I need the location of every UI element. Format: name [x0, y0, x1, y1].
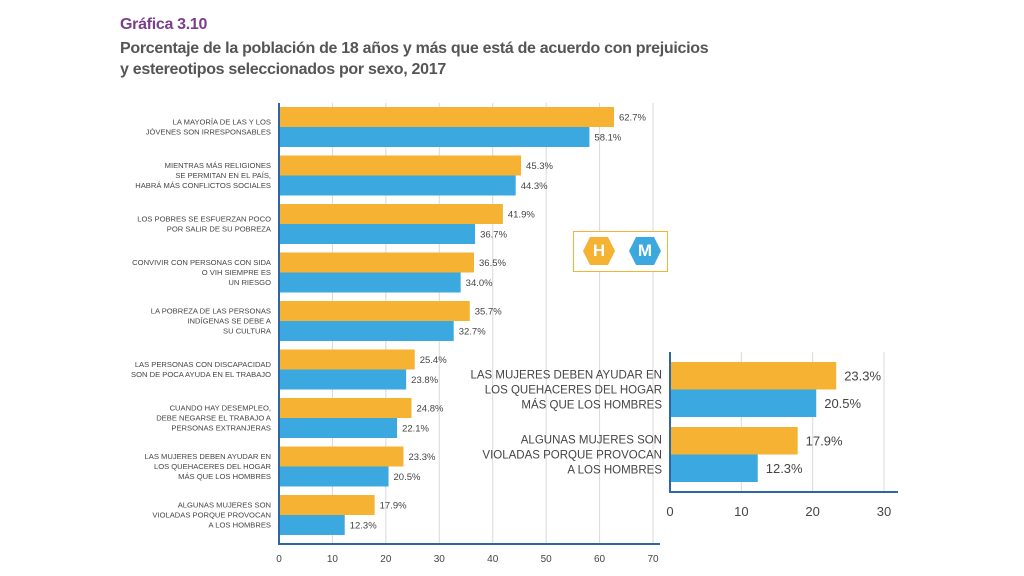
category-label: SON DE POCA AYUDA EN EL TRABAJO	[131, 370, 271, 379]
category-label: ALGUNAS MUJERES SON	[521, 435, 662, 447]
data-label-hombres: 62.7%	[619, 112, 646, 123]
bar-mujeres	[279, 515, 345, 535]
data-label-hombres: 45.3%	[526, 161, 553, 172]
bar-mujeres	[279, 224, 476, 244]
legend-symbol-hombres: H	[592, 241, 606, 260]
category-label: UN RIESGO	[228, 278, 271, 287]
data-label-mujeres: 36.7%	[480, 229, 507, 240]
bar-mujeres	[279, 418, 398, 438]
category-label: A LOS HOMBRES	[209, 521, 271, 530]
category-label: LOS POBRES SE ESFUERZAN POCO	[137, 215, 271, 224]
bar-mujeres	[279, 369, 407, 390]
data-label-hombres: 24.8%	[417, 403, 444, 414]
data-label-mujeres: 12.3%	[766, 461, 803, 476]
chart-title-line-2: y estereotipos seleccionados por sexo, 2…	[120, 61, 446, 78]
bar-mujeres	[670, 454, 758, 482]
data-label-mujeres: 20.5%	[394, 472, 421, 483]
figure-label: Gráfica 3.10	[120, 16, 208, 33]
bar-mujeres	[279, 175, 516, 196]
category-label: SE PERMITAN EN EL PAÍS,	[175, 171, 271, 180]
category-label: MIENTRAS MÁS RELIGIONES	[165, 161, 271, 170]
bar-mujeres	[279, 127, 590, 147]
data-label-mujeres: 22.1%	[402, 423, 429, 434]
hexagon-icon	[629, 237, 661, 265]
data-label-mujeres: 12.3%	[350, 520, 377, 531]
bar-hombres	[279, 252, 475, 273]
x-tick-label: 50	[541, 554, 553, 565]
category-label: PERSONAS EXTRANJERAS	[171, 424, 271, 433]
data-label-hombres: 41.9%	[508, 209, 535, 220]
hexagon-icon	[583, 237, 615, 265]
category-label: JÓVENES SON IRRESPONSABLES	[146, 128, 271, 137]
data-label-mujeres: 58.1%	[594, 132, 621, 143]
legend-symbol-mujeres: M	[637, 241, 653, 260]
x-tick-label: 20	[805, 504, 819, 519]
chart-title: Porcentaje de la población de 18 años y …	[120, 38, 709, 80]
category-label: LAS MUJERES DEBEN AYUDAR EN	[145, 452, 271, 461]
data-label-hombres: 23.3%	[844, 368, 881, 383]
category-label: LA MAYORÍA DE LAS Y LOS	[173, 118, 271, 127]
category-label: VIOLADAS PORQUE PROVOCAN	[482, 450, 662, 462]
bar-hombres	[279, 107, 614, 127]
category-label: SU CULTURA	[223, 327, 272, 336]
category-label: VIOLADAS PORQUE PROVOCAN	[152, 511, 271, 520]
data-label-hombres: 17.9%	[806, 433, 843, 448]
x-tick-label: 70	[647, 554, 659, 565]
legend-item-hombres: H	[582, 236, 616, 266]
data-label-hombres: 36.5%	[479, 258, 506, 269]
category-label: HABRÁ MÁS CONFLICTOS SOCIALES	[135, 181, 271, 190]
data-label-mujeres: 23.8%	[411, 375, 438, 386]
bar-hombres	[279, 398, 412, 418]
category-label: LA POBREZA DE LAS PERSONAS	[151, 307, 271, 316]
bar-hombres	[279, 301, 470, 321]
category-label: LOS QUEHACERES DEL HOGAR	[154, 462, 272, 471]
data-label-hombres: 25.4%	[420, 355, 447, 366]
category-label: O VIH SIEMPRE ES	[202, 268, 271, 277]
bar-hombres	[279, 495, 375, 515]
bar-mujeres	[279, 321, 454, 341]
x-tick-label: 20	[380, 554, 392, 565]
data-label-mujeres: 34.0%	[466, 278, 493, 289]
category-label: LAS PERSONAS CON DISCAPACIDAD	[135, 360, 272, 369]
data-label-mujeres: 32.7%	[459, 326, 486, 337]
bar-mujeres	[279, 466, 389, 487]
x-tick-label: 10	[734, 504, 748, 519]
legend-item-mujeres: M	[628, 236, 662, 266]
x-tick-label: 30	[877, 504, 891, 519]
chart-title-line-1: Porcentaje de la población de 18 años y …	[120, 40, 709, 57]
bar-hombres	[279, 155, 522, 176]
category-label: CUANDO HAY DESEMPLEO,	[170, 404, 271, 413]
bar-hombres	[279, 349, 415, 370]
category-label: CONVIVIR CON PERSONAS CON SIDA	[132, 258, 272, 267]
category-label: ALGUNAS MUJERES SON	[178, 501, 271, 510]
x-tick-label: 60	[594, 554, 606, 565]
data-label-mujeres: 44.3%	[521, 181, 548, 192]
x-tick-label: 0	[276, 554, 282, 565]
x-tick-label: 40	[487, 554, 499, 565]
bar-hombres	[279, 204, 503, 224]
data-label-mujeres: 20.5%	[824, 396, 861, 411]
category-label: LOS QUEHACERES DEL HOGAR	[485, 385, 662, 397]
x-tick-label: 30	[434, 554, 446, 565]
category-label: A LOS HOMBRES	[567, 465, 662, 477]
bar-hombres	[670, 427, 798, 455]
category-label: DEBE NEGARSE EL TRABAJO A	[156, 414, 272, 423]
x-tick-label: 10	[327, 554, 339, 565]
data-label-hombres: 35.7%	[475, 306, 502, 317]
category-label: LAS MUJERES DEBEN AYUDAR EN	[470, 370, 662, 382]
data-label-hombres: 17.9%	[380, 500, 407, 511]
bar-hombres	[279, 446, 404, 467]
category-label: MÁS QUE LOS HOMBRES	[521, 399, 662, 412]
x-tick-label: 0	[666, 504, 673, 519]
category-label: POR SALIR DE SU POBREZA	[167, 225, 272, 234]
category-label: INDÍGENAS SE DEBE A	[187, 317, 271, 326]
bar-mujeres	[670, 389, 817, 417]
legend: H M	[573, 231, 668, 272]
bar-mujeres	[279, 272, 461, 293]
category-label: MÁS QUE LOS HOMBRES	[178, 472, 271, 481]
data-label-hombres: 23.3%	[408, 452, 435, 463]
bar-hombres	[670, 362, 837, 390]
